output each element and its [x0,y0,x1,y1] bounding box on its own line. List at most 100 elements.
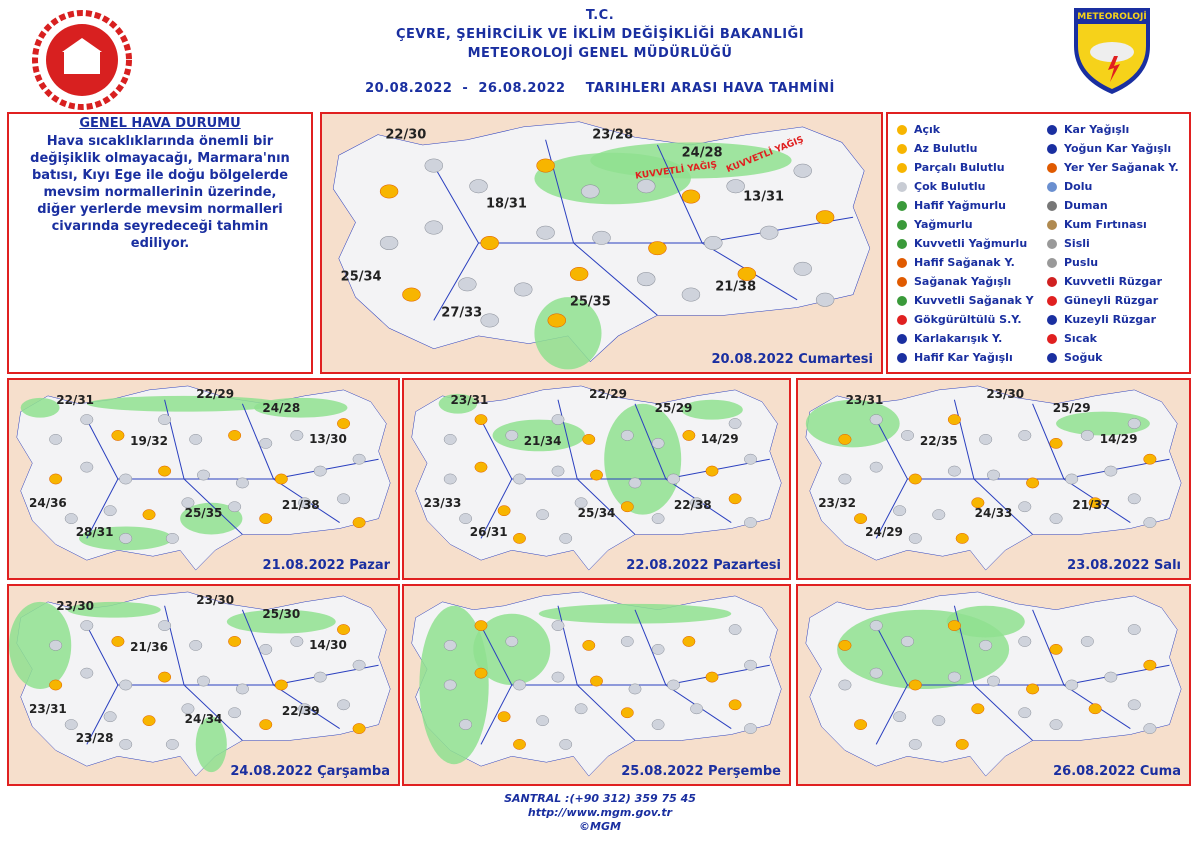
legend-label: Dolu [1064,180,1093,193]
rain-area [195,716,227,773]
cloud-icon [337,700,349,710]
legend-icon [897,143,907,154]
legend-icon-shape [897,257,907,268]
legend-label: Kuvvetli Rüzgar [1064,275,1163,288]
legend-item: Yer Yer Sağanak Y. [1044,158,1194,177]
sun-icon [353,723,365,733]
legend-label: Sağanak Yağışlı [914,275,1012,288]
legend-item: Az Bulutlu [894,139,1044,158]
sun-icon [1089,498,1102,508]
cloud-icon [1019,502,1032,512]
cloud-icon [197,470,209,480]
legend-label: Parçalı Bulutlu [914,161,1005,174]
cloud-icon [933,715,946,725]
cloud-icon [987,470,1000,480]
temperature-label: 14/29 [700,432,739,447]
legend-icon-shape [897,124,907,135]
legend-item: Puslu [1044,253,1194,272]
cloud-icon [729,624,741,634]
cloud-icon [987,676,1000,686]
cloud-icon [760,226,778,239]
cloud-icon [506,636,518,646]
cloud-icon [744,454,756,464]
cloud-icon [901,636,914,646]
sun-icon [590,676,602,686]
temperature-label: 14/29 [1099,432,1138,447]
cloud-icon [337,494,349,504]
legend-icon [897,314,907,325]
legend-icon-shape [897,295,907,306]
rain-area [9,601,72,689]
legend-label: Kuzeyli Rüzgar [1064,313,1156,326]
legend-icon [1047,276,1057,287]
region-border [876,420,907,539]
rain-area [805,399,900,448]
cloud-icon [65,513,77,523]
legend-label: Güneyli Rüzgar [1064,294,1159,307]
sun-icon [353,517,365,527]
sun-icon [683,636,695,646]
legend-icon [1047,295,1057,306]
temperature-label: 25/35 [569,294,611,310]
sun-icon [402,288,420,301]
sun-icon [729,700,741,710]
rain-area [946,605,1025,638]
cloud-icon [298,498,310,508]
cloud-icon [513,680,525,690]
legend-icon [1047,257,1057,268]
cloud-icon [81,414,93,424]
cloud-icon [1019,430,1032,440]
cloud-icon [909,533,922,543]
legend-label: Açık [914,123,941,136]
legend-icon [1047,181,1057,192]
cloud-icon [197,676,209,686]
cloud-icon [593,231,611,244]
sun-icon [583,434,595,444]
temperature-label: 25/34 [577,505,616,520]
cloud-icon [314,466,326,476]
cloud-icon [893,712,906,722]
sun-icon [112,636,124,646]
cloud-icon [1144,517,1157,527]
legend-icon [1047,219,1057,230]
map-drawing [798,586,1189,784]
temperature-label: 25/30 [262,606,301,621]
legend-label: Hafif Yağmurlu [914,199,1006,212]
cloud-icon [667,474,679,484]
sun-icon [621,502,633,512]
forecast-map: 23/31 23/30 25/29 22/35 14/29 23/32 24/29 24/33… [796,378,1191,580]
temperature-label: 24/34 [184,711,223,726]
legend-item: Kuvvetli Sağanak Y [894,291,1044,310]
rain-area [67,601,161,618]
temperature-label: 21/38 [281,497,320,512]
legend-item: Güneyli Rüzgar [1044,291,1194,310]
map-date: 23.08.2022 Salı [1067,558,1181,573]
legend-item: Hafif Sağanak Y. [894,253,1044,272]
cloud-icon [560,533,572,543]
legend-icon-shape [1047,238,1057,249]
legend-icon-shape [897,219,907,230]
cloud-icon [119,474,131,484]
cloud-icon [119,739,131,749]
sun-icon [816,210,834,223]
legend-item: Kar Yağışlı [1044,120,1194,139]
footer-url: http://www.mgm.gov.tr [527,806,673,819]
cloud-icon [909,739,922,749]
sun-icon [1050,438,1063,448]
legend-icon [897,124,907,135]
cloud-icon [81,668,93,678]
sun-icon [513,739,525,749]
temperature-label: 22/39 [281,703,320,718]
legend-icon [897,238,907,249]
general-panel: GENEL HAVA DURUMU Hava sıcaklıklarında ö… [7,112,313,374]
header-line3: METEOROLOJİ GENEL MÜDÜRLÜĞÜ [467,46,733,61]
cloud-icon [119,533,131,543]
cloud-icon [552,672,564,682]
legend-icon-shape [1047,352,1057,363]
legend-icon-shape [897,314,907,325]
header-line1: T.C. [585,8,615,23]
cloud-icon [1128,494,1141,504]
legend-item: Karlakarışık Y. [894,329,1044,348]
cloud-icon [621,430,633,440]
forecast-map: 23/30 23/30 25/30 21/36 14/30 23/31 23/28 24/34… [7,584,400,786]
